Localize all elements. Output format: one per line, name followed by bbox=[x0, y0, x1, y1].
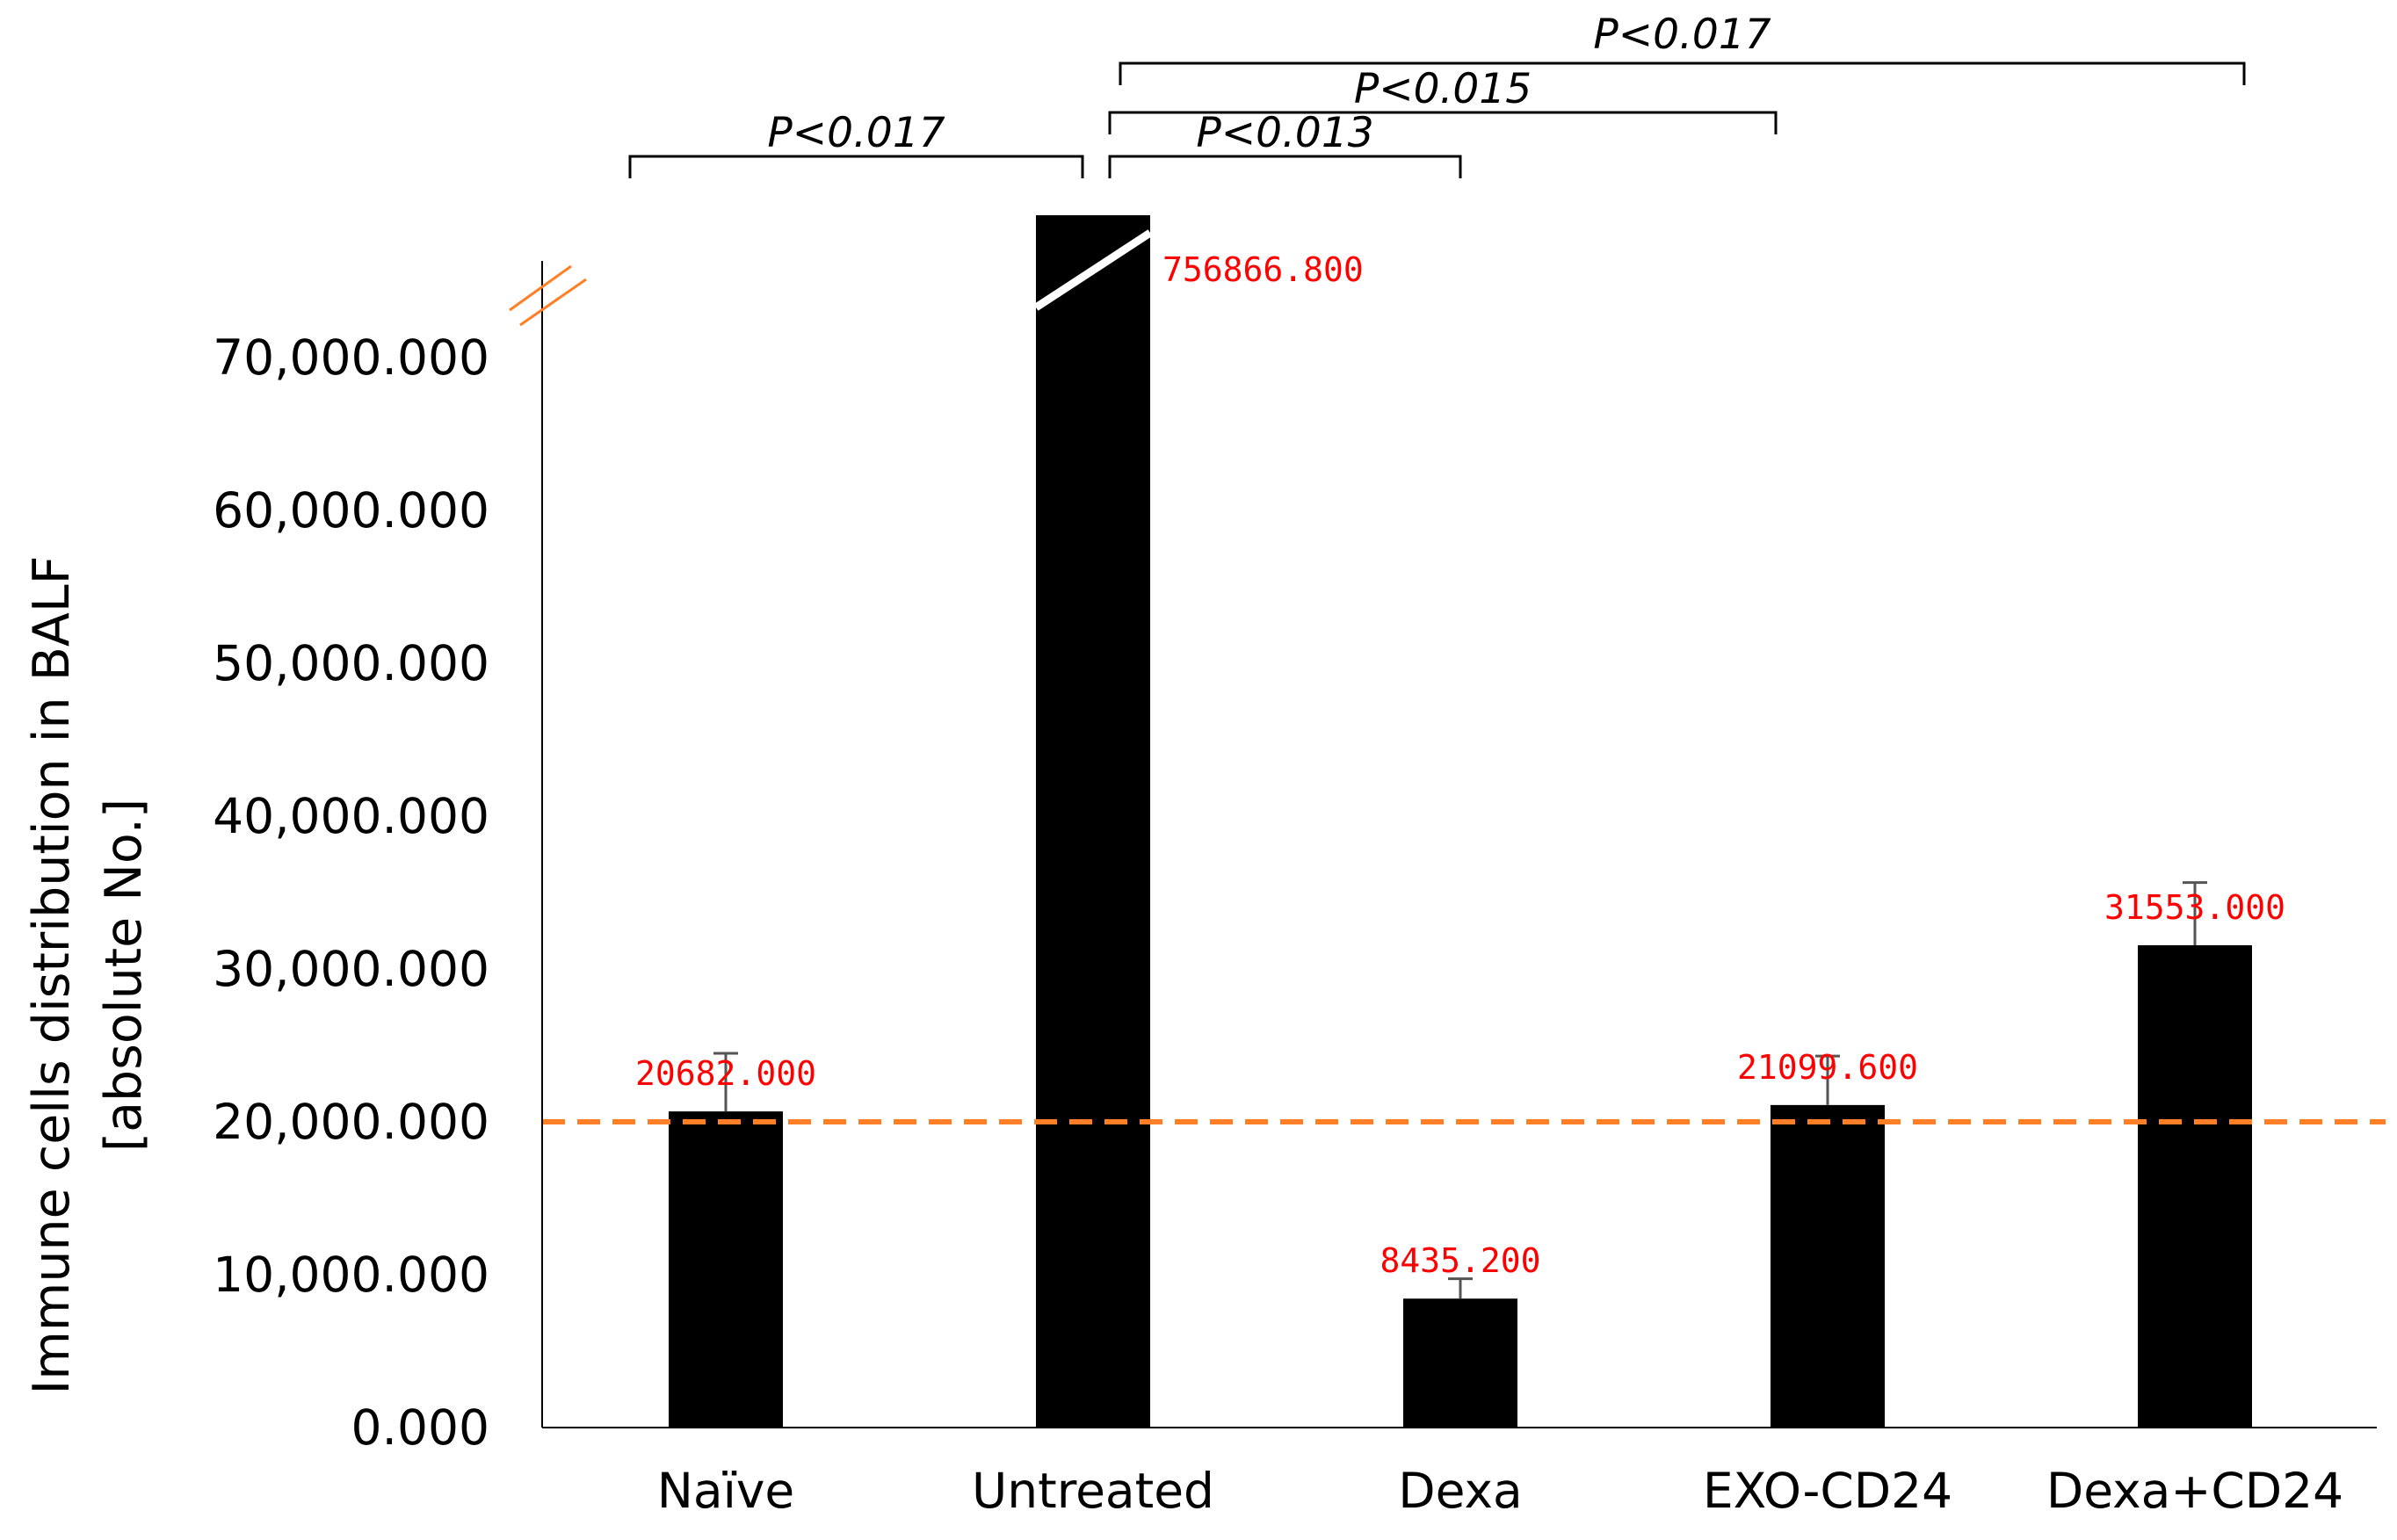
significance-bracket: P<0.015 bbox=[1108, 65, 1778, 134]
bar-dexa bbox=[1403, 1298, 1517, 1428]
bracket-line bbox=[1119, 61, 2246, 85]
x-tick-label: Naïve bbox=[657, 1463, 795, 1519]
significance-bracket: P<0.017 bbox=[1119, 11, 2246, 85]
x-tick-label: Dexa+CD24 bbox=[2046, 1463, 2343, 1519]
x-tick-label: Dexa bbox=[1398, 1463, 1522, 1519]
x-tick-label: EXO-CD24 bbox=[1703, 1463, 1952, 1519]
significance-bracket: P<0.017 bbox=[628, 109, 1084, 178]
x-tick-label: Untreated bbox=[972, 1463, 1214, 1519]
bar-break-mark bbox=[1033, 229, 1153, 311]
bracket-line bbox=[1108, 111, 1778, 134]
bar-untreated bbox=[1036, 215, 1150, 1428]
y-axis-title-line-1: Immune cells distribution in BALF bbox=[23, 556, 81, 1395]
p-value-label: P<0.017 bbox=[1593, 11, 1771, 59]
p-value-label: P<0.013 bbox=[1196, 109, 1373, 157]
bar-na-ve bbox=[669, 1111, 783, 1428]
y-tick-label: 70,000.000 bbox=[213, 329, 489, 386]
y-tick-label: 20,000.000 bbox=[213, 1094, 489, 1150]
data-label: 756866.800 bbox=[1162, 250, 1364, 289]
bracket-line bbox=[1108, 155, 1462, 178]
y-tick-label: 50,000.000 bbox=[213, 635, 489, 691]
data-label: 31553.000 bbox=[2104, 888, 2285, 927]
data-label: 21099.600 bbox=[1737, 1048, 1918, 1087]
bracket-line bbox=[628, 155, 1084, 178]
bar-dexa-cd24 bbox=[2138, 944, 2252, 1428]
y-tick-label: 10,000.000 bbox=[213, 1247, 489, 1303]
y-tick-label: 40,000.000 bbox=[213, 788, 489, 844]
y-axis-title-line-2: [absolute No.] bbox=[95, 799, 153, 1152]
y-tick-label: 60,000.000 bbox=[213, 482, 489, 539]
axis-break-mark bbox=[519, 278, 587, 327]
bar-exo-cd24 bbox=[1771, 1104, 1885, 1428]
data-label: 8435.200 bbox=[1380, 1241, 1540, 1280]
data-label: 20682.000 bbox=[635, 1054, 816, 1093]
p-value-label: P<0.015 bbox=[1354, 65, 1532, 113]
y-tick-label: 30,000.000 bbox=[213, 941, 489, 997]
y-tick-label: 0.000 bbox=[351, 1399, 489, 1456]
significance-bracket: P<0.013 bbox=[1108, 109, 1462, 178]
axis-break-mark bbox=[509, 264, 572, 312]
p-value-label: P<0.017 bbox=[767, 109, 945, 157]
y-axis-title: Immune cells distribution in BALF [absol… bbox=[23, 556, 153, 1395]
